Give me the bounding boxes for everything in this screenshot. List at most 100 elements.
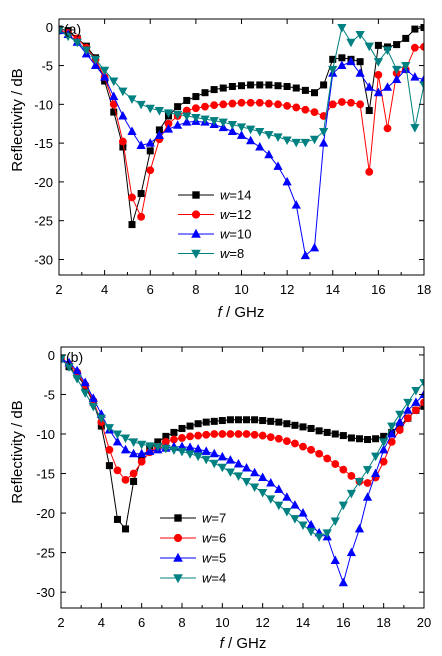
x-tick-label: 4: [98, 615, 105, 630]
data-point: [218, 118, 228, 128]
data-point: [419, 81, 424, 90]
data-point: [382, 46, 393, 56]
data-point: [192, 93, 200, 101]
data-point: [300, 250, 310, 260]
data-point: [146, 147, 154, 155]
x-tick-label: 18: [376, 615, 390, 630]
legend-marker: [173, 533, 183, 543]
y-tick-label: 0: [46, 20, 53, 35]
plot-area-a: [59, 24, 424, 260]
data-point: [298, 521, 308, 530]
data-point: [120, 434, 131, 443]
x-tick-label: 14: [296, 615, 310, 630]
x-axis-label-a: f / GHz: [218, 304, 265, 321]
data-point: [145, 104, 155, 114]
data-point: [338, 577, 348, 587]
data-point: [122, 525, 130, 533]
data-point: [182, 112, 192, 122]
data-point: [210, 101, 219, 110]
data-point: [194, 420, 202, 428]
data-point: [226, 416, 234, 424]
data-point: [291, 138, 301, 148]
data-point: [266, 433, 275, 442]
data-point: [309, 135, 320, 145]
data-point: [251, 416, 259, 424]
series-line: [61, 358, 424, 585]
data-point: [337, 24, 347, 33]
y-tick-label: -10: [34, 97, 53, 112]
x-tick-label: 10: [215, 615, 229, 630]
y-tick-label: -25: [34, 214, 53, 229]
data-point: [218, 430, 227, 438]
x-tick-label: 16: [336, 615, 350, 630]
data-point: [128, 448, 139, 458]
x-tick-label: 6: [147, 282, 154, 297]
data-point: [274, 100, 282, 109]
data-point: [387, 422, 397, 432]
data-point: [130, 477, 138, 485]
plot-frame-b: [60, 346, 425, 609]
data-point: [72, 365, 82, 375]
data-point: [264, 149, 274, 159]
data-point: [110, 108, 118, 116]
data-point: [88, 402, 98, 412]
data-point: [200, 115, 210, 125]
data-point: [136, 100, 146, 110]
data-point: [328, 100, 337, 109]
data-point: [113, 515, 121, 523]
data-point: [387, 428, 397, 438]
data-point: [347, 472, 356, 480]
data-point: [137, 190, 145, 198]
y-tick-label: -15: [36, 467, 55, 482]
legend-item: w=4: [160, 571, 226, 586]
data-point: [120, 444, 131, 454]
data-point: [128, 221, 136, 229]
data-point: [338, 54, 346, 62]
y-tick-label: -5: [43, 387, 55, 402]
data-point: [292, 84, 300, 92]
series-w=8: [59, 24, 424, 148]
data-point: [319, 127, 329, 137]
data-point: [163, 124, 174, 133]
data-point: [226, 430, 235, 438]
data-point: [346, 489, 357, 499]
data-point: [63, 32, 73, 42]
data-point: [379, 457, 388, 466]
data-point: [61, 355, 66, 364]
data-point: [411, 25, 419, 33]
data-point: [183, 96, 191, 104]
data-point: [247, 81, 255, 89]
data-point: [373, 58, 383, 67]
data-point: [306, 519, 316, 529]
y-tick-label: -20: [36, 506, 55, 521]
data-point: [315, 449, 324, 458]
data-point: [282, 508, 292, 517]
data-point: [370, 468, 381, 478]
series-line: [61, 358, 424, 484]
data-point: [274, 82, 282, 90]
data-point: [410, 72, 420, 81]
x-tick-label: 8: [178, 615, 185, 630]
data-point: [395, 410, 405, 420]
data-point: [255, 141, 265, 151]
data-point: [178, 424, 186, 432]
data-point: [258, 431, 267, 440]
data-point: [291, 200, 301, 209]
data-point: [307, 445, 315, 454]
data-point: [282, 437, 291, 446]
data-point: [290, 515, 300, 524]
x-axis-label-b: f / GHz: [220, 635, 267, 652]
legend-marker: [191, 249, 201, 259]
data-point: [330, 517, 340, 527]
x-tick-label: 2: [55, 282, 62, 297]
data-point: [249, 483, 260, 493]
data-point: [233, 472, 244, 481]
series-line: [61, 358, 424, 538]
x-tick-label: 20: [417, 615, 431, 630]
data-point: [129, 469, 138, 478]
data-point: [243, 416, 251, 424]
data-point: [354, 477, 365, 487]
legend-b: w=7 w=6 w=5 w=4: [160, 511, 226, 586]
data-point: [264, 131, 274, 140]
